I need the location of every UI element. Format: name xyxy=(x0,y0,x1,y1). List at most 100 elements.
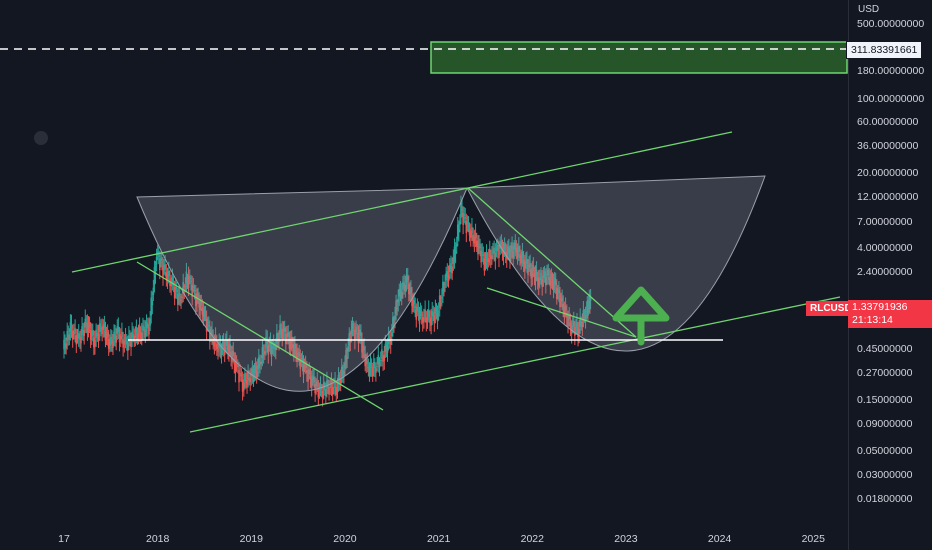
time-tick: 2025 xyxy=(801,533,825,545)
candle-body xyxy=(383,354,386,361)
candle-body xyxy=(356,332,359,334)
time-tick: 2021 xyxy=(426,533,451,545)
candle-body xyxy=(384,343,387,353)
candle-body xyxy=(85,322,88,326)
candle-body xyxy=(228,346,230,355)
price-tick: 0.09000000 xyxy=(857,417,913,430)
candle-body xyxy=(154,270,157,275)
candle-body xyxy=(502,249,505,257)
candle-body xyxy=(74,328,76,334)
candle-body xyxy=(400,291,403,299)
time-tick: 17 xyxy=(58,533,70,545)
candle-body xyxy=(583,315,586,318)
candle-body xyxy=(431,311,434,317)
candle-body xyxy=(549,278,552,287)
candle-body xyxy=(503,243,506,251)
candle-body xyxy=(411,295,413,307)
candle-body xyxy=(498,249,500,259)
candle-body xyxy=(77,333,80,339)
price-chart[interactable] xyxy=(0,0,848,550)
candle-body xyxy=(121,331,123,338)
candle-body xyxy=(107,339,110,349)
candle-body xyxy=(452,256,455,265)
candle-body xyxy=(83,330,86,336)
candle-body xyxy=(379,360,382,362)
candle-body xyxy=(174,286,177,290)
candle-body xyxy=(343,370,345,377)
price-axis[interactable] xyxy=(848,0,932,550)
candle-body xyxy=(115,335,117,343)
last-price-label: 1.33791936 21:13:14 xyxy=(848,300,932,328)
candle-body xyxy=(175,290,178,292)
candle-body xyxy=(259,363,261,365)
candle-body xyxy=(346,356,348,359)
downtrend-line-2 xyxy=(467,187,637,338)
candle-body xyxy=(561,297,563,302)
candle-body xyxy=(67,334,70,338)
candle-body xyxy=(340,366,343,377)
candle-body xyxy=(163,264,165,268)
candle-body xyxy=(365,358,368,365)
candle-body xyxy=(280,330,282,332)
candle-body xyxy=(586,301,589,311)
candle-body xyxy=(567,316,569,327)
candle-body xyxy=(429,317,431,323)
candle-body xyxy=(79,336,81,341)
candle-body xyxy=(264,351,266,354)
candle-body xyxy=(142,325,144,332)
candle-body xyxy=(209,329,211,342)
candle-body xyxy=(439,303,442,305)
candle-body xyxy=(447,274,450,282)
candle-body xyxy=(587,304,590,307)
candle-body xyxy=(203,312,206,314)
candle-body xyxy=(466,222,469,224)
candle-body xyxy=(536,277,539,281)
candle-body xyxy=(128,335,130,343)
candle-body xyxy=(409,288,411,295)
candle-body xyxy=(70,323,73,329)
candle-body xyxy=(299,358,302,369)
candle-body xyxy=(256,365,259,370)
candle-body xyxy=(255,370,258,379)
candle-body xyxy=(158,258,161,270)
candle-body xyxy=(297,354,299,356)
candle-body xyxy=(282,330,285,332)
candle-body xyxy=(146,324,149,328)
candle-body xyxy=(315,385,318,387)
candle-body xyxy=(446,271,449,278)
candle-body xyxy=(386,346,389,353)
candle-body xyxy=(377,355,380,365)
candle-body xyxy=(233,358,236,365)
candle-body xyxy=(385,344,388,350)
candle-body xyxy=(117,326,120,333)
candle-body xyxy=(310,378,313,388)
candle-body xyxy=(205,319,208,332)
candle-body xyxy=(167,270,170,277)
price-tick: 36.00000000 xyxy=(857,140,919,153)
candle-body xyxy=(513,246,516,250)
candle-body xyxy=(399,289,402,295)
candle-body xyxy=(327,387,329,389)
candle-body xyxy=(93,337,95,348)
candle-body xyxy=(450,263,452,270)
price-tick: 60.00000000 xyxy=(857,116,919,129)
candle-body xyxy=(370,366,373,369)
candle-body xyxy=(444,283,446,285)
candle-body xyxy=(82,329,84,333)
candle-body xyxy=(73,332,75,335)
candle-body xyxy=(404,284,407,292)
candle-body xyxy=(144,329,147,338)
candle-body xyxy=(235,364,238,366)
candle-body xyxy=(306,370,308,373)
candle-body xyxy=(63,339,65,350)
candle-body xyxy=(304,363,307,369)
candle-body xyxy=(369,362,372,369)
candle-body xyxy=(132,334,134,338)
candle-body xyxy=(137,333,140,336)
candle-body xyxy=(483,258,486,271)
candle-body xyxy=(173,287,176,299)
candle-body xyxy=(68,334,71,340)
upper-channel-line xyxy=(71,131,733,273)
candle-body xyxy=(334,380,336,387)
candle-body xyxy=(239,373,242,375)
